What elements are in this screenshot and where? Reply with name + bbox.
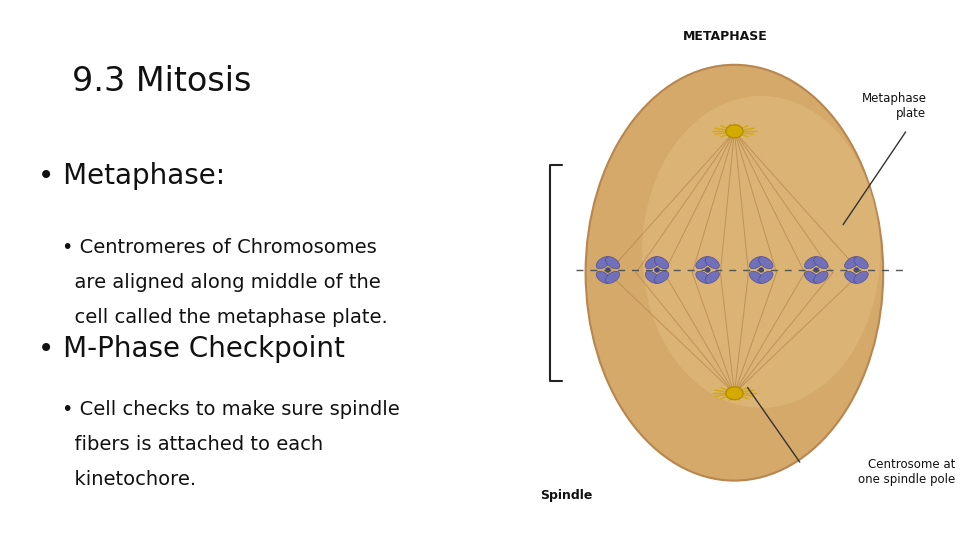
Ellipse shape (696, 271, 710, 284)
Text: are aligned along middle of the: are aligned along middle of the (62, 273, 381, 292)
Ellipse shape (606, 271, 620, 284)
Ellipse shape (696, 256, 710, 269)
Ellipse shape (845, 256, 859, 269)
Ellipse shape (606, 256, 620, 269)
Ellipse shape (726, 387, 743, 400)
Ellipse shape (814, 256, 828, 269)
Ellipse shape (596, 271, 611, 284)
Text: METAPHASE: METAPHASE (683, 30, 767, 43)
Ellipse shape (655, 267, 660, 272)
Ellipse shape (655, 271, 669, 284)
Ellipse shape (814, 271, 828, 284)
Ellipse shape (853, 271, 868, 284)
Ellipse shape (596, 256, 611, 269)
Ellipse shape (804, 271, 819, 284)
Text: Metaphase
plate: Metaphase plate (861, 92, 926, 120)
Text: cell called the metaphase plate.: cell called the metaphase plate. (62, 308, 388, 327)
Text: Spindle: Spindle (540, 489, 592, 502)
Text: kinetochore.: kinetochore. (62, 470, 197, 489)
Ellipse shape (705, 271, 719, 284)
Ellipse shape (705, 267, 710, 272)
Ellipse shape (750, 271, 764, 284)
Ellipse shape (586, 65, 883, 481)
Ellipse shape (758, 256, 773, 269)
Ellipse shape (750, 256, 764, 269)
Text: • Metaphase:: • Metaphase: (38, 162, 226, 190)
Ellipse shape (845, 271, 859, 284)
Ellipse shape (645, 256, 660, 269)
Ellipse shape (758, 271, 773, 284)
Text: • M-Phase Checkpoint: • M-Phase Checkpoint (38, 335, 346, 363)
Text: fibers is attached to each: fibers is attached to each (62, 435, 324, 454)
Text: 9.3 Mitosis: 9.3 Mitosis (72, 65, 252, 98)
Text: • Centromeres of Chromosomes: • Centromeres of Chromosomes (62, 238, 377, 256)
Ellipse shape (605, 267, 611, 272)
Ellipse shape (758, 267, 764, 272)
Text: Centrosome at
one spindle pole: Centrosome at one spindle pole (858, 458, 955, 486)
Ellipse shape (655, 256, 669, 269)
Text: • Cell checks to make sure spindle: • Cell checks to make sure spindle (62, 400, 400, 419)
Ellipse shape (705, 256, 719, 269)
Ellipse shape (642, 96, 880, 408)
Ellipse shape (726, 125, 743, 138)
Ellipse shape (853, 256, 868, 269)
Ellipse shape (645, 271, 660, 284)
Ellipse shape (804, 256, 819, 269)
Ellipse shape (853, 267, 859, 272)
Ellipse shape (813, 267, 819, 272)
